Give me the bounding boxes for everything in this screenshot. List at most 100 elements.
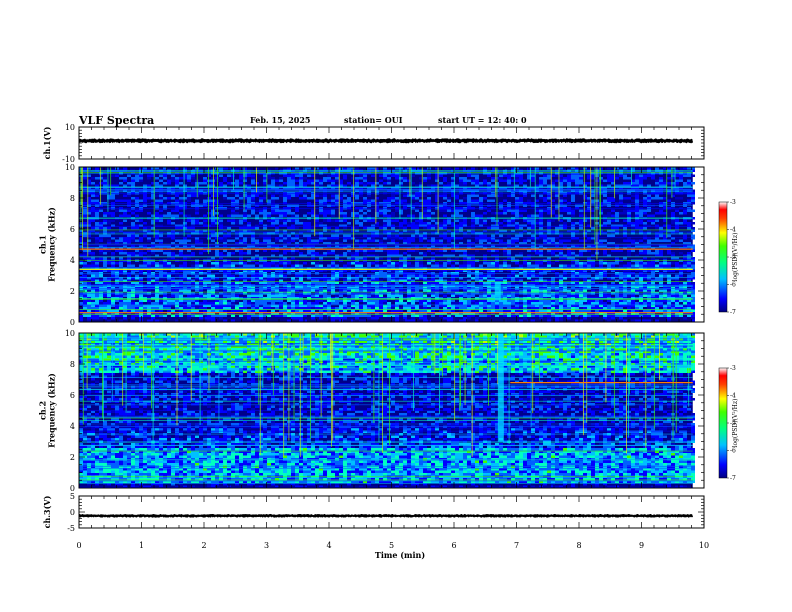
spectrogram-cell — [215, 234, 219, 237]
spectrogram-cell — [315, 167, 319, 170]
spectrogram-cell — [631, 272, 635, 275]
spectrogram-cell — [383, 219, 387, 222]
spectrogram-cell — [371, 279, 375, 282]
spectrogram-cell — [415, 219, 419, 222]
spectrogram-cell — [275, 189, 279, 192]
spectrogram-cell — [499, 277, 503, 280]
spectrogram-cell — [167, 257, 171, 260]
spectrogram-cell — [447, 199, 451, 202]
spectrogram-cell — [635, 222, 639, 225]
spectrogram-cell — [143, 272, 147, 275]
spectrogram-cell — [683, 244, 687, 247]
spectrogram-cell — [295, 237, 299, 240]
spectrogram-cell — [579, 262, 583, 265]
spectrogram-cell — [247, 232, 251, 235]
spectrogram-cell — [299, 229, 303, 232]
spectrogram-cell — [443, 282, 447, 285]
spectrogram-cell — [359, 224, 363, 227]
spectrogram-cell — [303, 247, 307, 250]
spectrogram-cell — [187, 277, 191, 280]
spectrogram-cell — [379, 282, 383, 285]
spectrogram-cell — [375, 272, 379, 275]
spectrogram-cell — [207, 244, 211, 247]
spectrogram-cell — [207, 257, 211, 260]
spectrogram-cell — [147, 232, 151, 235]
spectrogram-cell — [399, 279, 403, 282]
spectrogram-cell — [523, 187, 527, 190]
spectrogram-cell — [463, 262, 467, 265]
spectrogram-cell — [307, 224, 311, 227]
spectrogram-cell — [131, 237, 135, 240]
spectrogram-cell — [171, 289, 175, 292]
spectrogram-cell — [143, 194, 147, 197]
spectrogram-cell — [659, 289, 663, 292]
spectrogram-cell — [427, 209, 431, 212]
spectrogram-cell — [207, 247, 211, 250]
spectrogram-cell — [83, 264, 87, 267]
spectrogram-cell — [527, 249, 531, 252]
spectrogram-cell — [371, 239, 375, 242]
spectrogram-cell — [623, 257, 627, 260]
spectrogram-cell — [111, 247, 115, 250]
spectrogram-cell — [447, 247, 451, 250]
spectrogram-cell — [103, 262, 107, 265]
spectrogram-cell — [655, 232, 659, 235]
spectrogram-cell — [507, 194, 511, 197]
spectrogram-cell — [639, 287, 643, 290]
spectrogram-cell — [423, 287, 427, 290]
spectrogram-cell — [87, 219, 91, 222]
spectrogram-cell — [659, 279, 663, 282]
spectrogram-cell — [167, 272, 171, 275]
spectrogram-cell — [155, 282, 159, 285]
spectrogram-cell — [287, 194, 291, 197]
spectrogram-cell — [611, 182, 615, 185]
spectrogram-cell — [219, 262, 223, 265]
spectrogram-cell — [543, 264, 547, 267]
spectrogram-cell — [263, 249, 267, 252]
spectrogram-cell — [491, 277, 495, 280]
spectrogram-cell — [263, 274, 267, 277]
spectrogram-cell — [635, 244, 639, 247]
spectrogram-cell — [543, 282, 547, 285]
spectrogram-cell — [487, 237, 491, 240]
spectrogram-cell — [91, 214, 95, 217]
spectrogram-cell — [439, 274, 443, 277]
spectrogram-cell — [643, 289, 647, 292]
spectrogram-cell — [627, 272, 631, 275]
spectrogram-cell — [543, 287, 547, 290]
spectrogram-cell — [631, 287, 635, 290]
spectrogram-cell — [143, 187, 147, 190]
spectrogram-cell — [443, 227, 447, 230]
spectrogram-cell — [195, 199, 199, 202]
spectrogram-cell — [523, 272, 527, 275]
spectrogram-cell — [459, 229, 463, 232]
spectrogram-cell — [123, 219, 127, 222]
spectrogram-cell — [691, 247, 695, 250]
spectrogram-cell — [291, 282, 295, 285]
spectrogram-cell — [687, 189, 691, 192]
spectrogram-cell — [187, 227, 191, 230]
spectrogram-cell — [379, 247, 383, 250]
spectrogram-cell — [647, 232, 651, 235]
spectrogram-cell — [599, 239, 603, 242]
spectrogram-cell — [347, 257, 351, 260]
spectrogram-cell — [323, 277, 327, 280]
spectrogram-cell — [407, 229, 411, 232]
spectrogram-cell — [99, 249, 103, 252]
spectrogram-cell — [139, 189, 143, 192]
spectrogram-cell — [107, 239, 111, 242]
spectrogram-cell — [339, 214, 343, 217]
spectrogram-cell — [507, 249, 511, 252]
spectrogram-cell — [523, 239, 527, 242]
spectrogram-cell — [371, 227, 375, 230]
spectrogram-cell — [415, 274, 419, 277]
spectrogram-cell — [231, 282, 235, 285]
spectrogram-cell — [271, 187, 275, 190]
spectrogram-cell — [487, 199, 491, 202]
spectrogram-cell — [155, 249, 159, 252]
spectrogram-cell — [443, 249, 447, 252]
spectrogram-cell — [475, 289, 479, 292]
spectrogram-cell — [91, 247, 95, 250]
spectrogram-cell — [103, 277, 107, 280]
spectrogram-cell — [255, 289, 259, 292]
